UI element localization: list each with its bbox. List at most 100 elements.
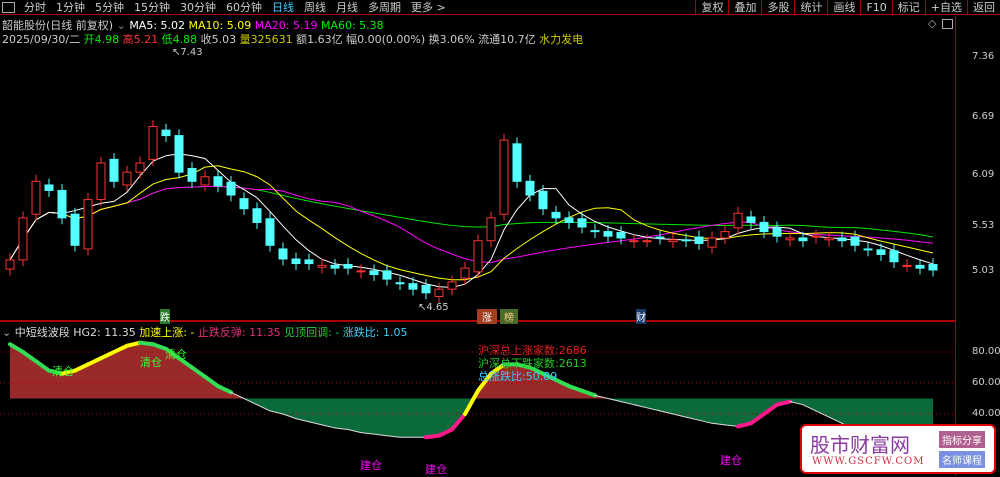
candle-body	[434, 288, 444, 297]
toolbar-button[interactable]: 叠加	[728, 0, 761, 15]
price-axis-line	[955, 16, 956, 476]
tab-timeframe[interactable]: 1分钟	[56, 1, 85, 14]
tag-fall[interactable]: 跌	[160, 309, 170, 324]
ma60-value: MA60: 5.38	[320, 19, 384, 32]
logo-tag: 指标分享	[939, 431, 985, 448]
low-label: ↖4.65	[418, 302, 449, 313]
price-tick: 6.09	[972, 169, 995, 180]
indicator-segment	[711, 422, 726, 426]
toolbar-button[interactable]: +自选	[924, 0, 967, 15]
indicator-segment	[815, 410, 830, 418]
tab-timeframe[interactable]: 分时	[24, 1, 46, 14]
price-tick: 6.69	[972, 111, 995, 122]
volume: 量325631	[239, 33, 293, 46]
tab-timeframe[interactable]: 更多 >	[411, 1, 446, 14]
toolbar-button[interactable]: 标记	[891, 0, 925, 15]
tab-timeframe[interactable]: 月线	[336, 1, 358, 14]
tab-timeframe[interactable]: 多周期	[368, 1, 401, 14]
toolbar-button[interactable]: F10	[860, 0, 891, 15]
indicator-segment	[424, 433, 441, 440]
toolbar-button[interactable]: 返回	[967, 0, 1000, 15]
tag-rise[interactable]: 涨	[477, 309, 497, 324]
accel-value: 加速上涨: -	[139, 326, 195, 339]
tag-finance[interactable]: 财	[636, 309, 646, 324]
indicator-segment	[334, 427, 349, 430]
sidebar-toggle-icon[interactable]	[2, 1, 15, 13]
indicator-segment	[60, 368, 77, 376]
candle-body	[122, 171, 132, 186]
tab-timeframe[interactable]: 15分钟	[134, 1, 170, 14]
indicator-segment	[47, 368, 64, 376]
tab-timeframe[interactable]: 30分钟	[180, 1, 216, 14]
toolbar-button[interactable]: 画线	[827, 0, 860, 15]
indicator-tick: 40.00	[972, 408, 1000, 419]
candle-body	[317, 264, 327, 268]
expand-icon[interactable]: ⌄	[2, 326, 12, 339]
indicator-segment	[151, 342, 168, 351]
tag-list[interactable]: 榜	[500, 309, 518, 324]
toolbar-button[interactable]: 复权	[695, 0, 728, 15]
candle-body	[278, 248, 288, 260]
indicator-segment	[177, 356, 194, 370]
indicator-segment	[567, 384, 584, 393]
toolbar-button[interactable]: 多股	[761, 0, 794, 15]
candle-body	[291, 258, 301, 265]
ma60-line	[9, 185, 934, 261]
candle-body	[57, 189, 67, 219]
close: 收5.03	[200, 33, 237, 46]
indicator-tick: 60.00	[972, 377, 1000, 388]
candle-body	[733, 212, 743, 229]
info-line-1: 韶能股份(日线 前复权) ⌄ MA5: 5.02 MA10: 5.09 MA20…	[2, 17, 384, 33]
candle-body	[863, 248, 873, 251]
price-tick: 5.03	[972, 265, 995, 276]
logo-tag: 名师课程	[939, 451, 985, 468]
indicator-segment	[8, 342, 25, 354]
indicator-segment	[775, 399, 792, 407]
candle-body	[96, 162, 106, 201]
indicator-segment	[99, 350, 116, 361]
candle-body	[356, 270, 366, 273]
indicator-name[interactable]: 中短线波段	[14, 326, 70, 339]
period-toolbar: 分时 1分钟 5分钟 15分钟 30分钟 60分钟 日线 周线 月线 多周期 更多 >	[0, 0, 1000, 15]
indicator-segment	[386, 435, 401, 438]
candle-body	[239, 198, 249, 210]
candle-body	[525, 180, 535, 196]
indicator-segment	[594, 394, 609, 399]
tab-timeframe[interactable]: 周线	[304, 1, 326, 14]
indicator-segment	[308, 421, 323, 426]
candle-body	[304, 259, 314, 265]
expand-icon[interactable]: ⌄	[116, 19, 126, 32]
diamond-icon[interactable]: ◇	[928, 17, 937, 30]
indicator-segment	[554, 377, 571, 389]
indicator-segment	[685, 416, 700, 421]
hg2-value: HG2: 11.35	[73, 326, 136, 339]
candle-body	[148, 125, 158, 160]
candle-body	[31, 180, 41, 215]
ma20-value: MA20: 5.19	[254, 19, 318, 32]
indicator-segment	[736, 421, 753, 429]
signal-clear: 清仓	[165, 348, 187, 361]
low: 低4.88	[161, 33, 198, 46]
indicator-segment	[243, 398, 258, 406]
candle-body	[629, 240, 639, 243]
candle-body	[343, 263, 353, 269]
high-label: ↖7.43	[172, 47, 203, 58]
candle-body	[213, 176, 223, 187]
candle-body	[512, 143, 522, 182]
tab-timeframe[interactable]: 5分钟	[95, 1, 124, 14]
candle-body	[265, 218, 275, 246]
candle-body	[5, 259, 15, 270]
candle-body	[135, 162, 145, 173]
indicator-segment	[698, 419, 713, 424]
tab-timeframe[interactable]: 60分钟	[226, 1, 262, 14]
candle-body	[889, 250, 899, 263]
indicator-segment	[802, 404, 817, 412]
panel-icon[interactable]	[942, 19, 953, 29]
kline-chart[interactable]	[0, 0, 955, 476]
candle-body	[395, 282, 405, 285]
tab-timeframe[interactable]: 日线	[272, 1, 294, 14]
toolbar-button[interactable]: 统计	[794, 0, 827, 15]
candle-body	[473, 240, 483, 273]
ma20-line	[9, 185, 934, 264]
ma5-line	[9, 153, 934, 288]
